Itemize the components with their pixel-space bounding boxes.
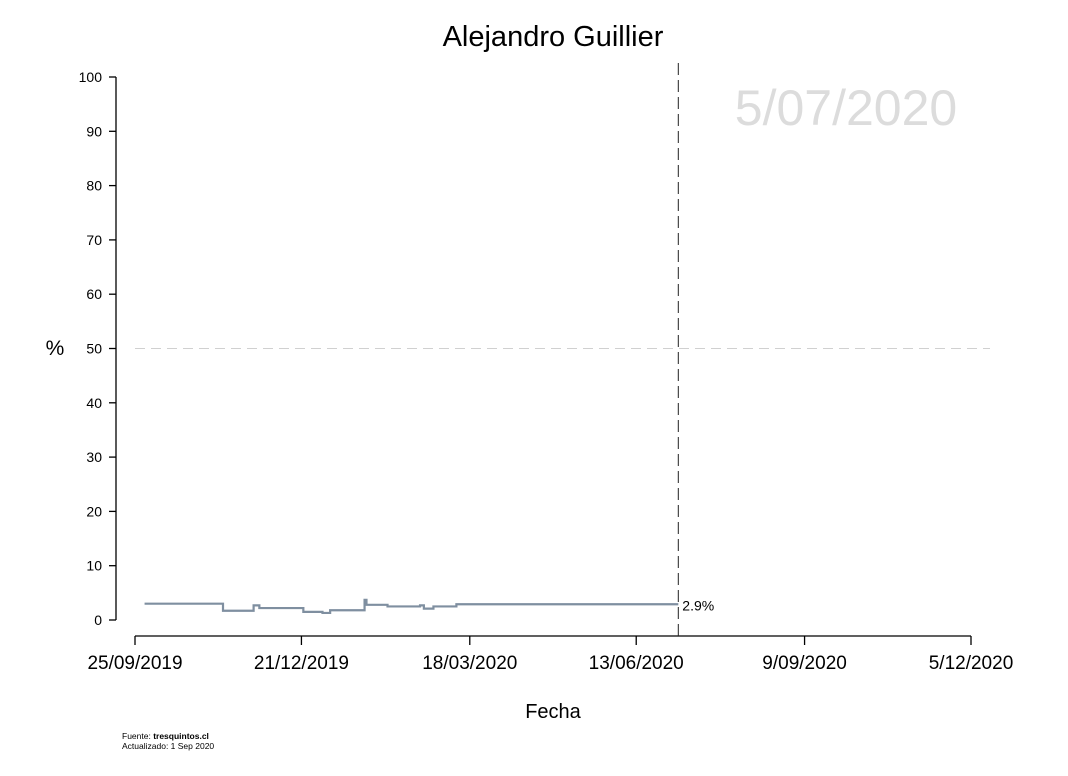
x-tick-label: 18/03/2020 bbox=[422, 653, 517, 674]
y-axis-label: % bbox=[46, 337, 65, 360]
x-tick-label: 13/06/2020 bbox=[589, 653, 684, 674]
y-axis: 0 10 20 30 40 50 60 70 80 90 100 bbox=[79, 69, 117, 628]
updated-line: Actualizado: 1 Sep 2020 bbox=[122, 741, 215, 751]
y-tick-label: 60 bbox=[86, 286, 102, 302]
footer: Fuente: tresquintos.cl Actualizado: 1 Se… bbox=[122, 731, 214, 751]
source-line: Fuente: tresquintos.cl bbox=[122, 731, 214, 741]
source-label: Fuente: bbox=[122, 731, 154, 741]
x-tick-label: 21/12/2019 bbox=[254, 653, 349, 674]
series-end-label: 2.9% bbox=[682, 597, 714, 613]
x-tick-label: 25/09/2019 bbox=[87, 653, 182, 674]
y-tick-label: 40 bbox=[86, 395, 102, 411]
x-tick-label: 9/09/2020 bbox=[762, 653, 847, 674]
source-site: tresquintos.cl bbox=[153, 731, 209, 741]
y-tick-label: 50 bbox=[86, 341, 102, 357]
series-layer: 2.9% bbox=[144, 597, 714, 615]
chart-title: Alejandro Guillier bbox=[443, 21, 664, 53]
y-tick-label: 20 bbox=[86, 503, 102, 519]
x-axis-label: Fecha bbox=[525, 701, 581, 723]
y-tick-label: 70 bbox=[86, 232, 102, 248]
x-tick-label: 5/12/2020 bbox=[929, 653, 1014, 674]
x-axis: 25/09/2019 21/12/2019 18/03/2020 13/06/2020… bbox=[87, 635, 1014, 674]
y-tick-label: 10 bbox=[86, 558, 102, 574]
y-tick-label: 30 bbox=[86, 449, 102, 465]
series-line bbox=[144, 598, 679, 615]
y-tick-label: 80 bbox=[86, 178, 102, 194]
reference-lines bbox=[135, 63, 990, 636]
y-tick-label: 90 bbox=[86, 123, 102, 139]
watermark-date: 5/07/2020 bbox=[735, 80, 957, 136]
y-tick-label: 0 bbox=[94, 612, 102, 628]
y-tick-label: 100 bbox=[79, 69, 103, 85]
